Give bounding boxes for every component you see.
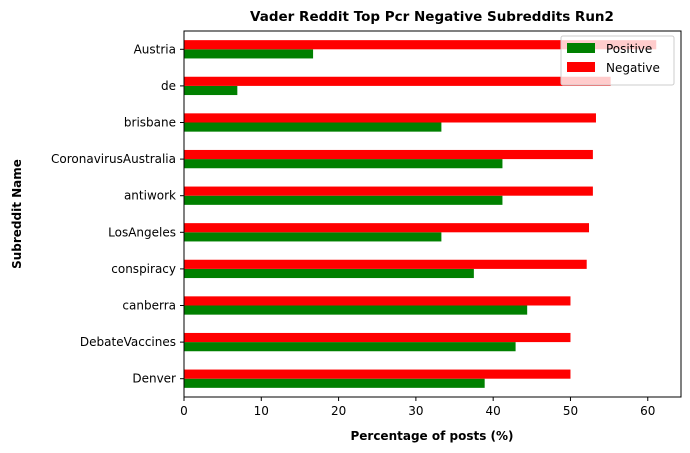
bar-positive-debatevaccines [184,342,516,352]
legend-label-positive: Positive [606,42,652,56]
x-tick-label: 20 [331,404,346,418]
y-tick-label: Denver [132,372,176,386]
bars-group [184,40,657,388]
bar-negative-antiwork [184,186,593,196]
bar-positive-austria [184,49,314,59]
bar-positive-de [184,85,238,96]
x-tick-label: 50 [563,404,578,418]
bar-negative-debatevaccines [184,332,571,343]
bar-negative-denver [184,369,571,379]
bar-positive-brisbane [184,122,442,132]
y-axis-label: Subreddit Name [10,159,24,269]
x-axis-label: Percentage of posts (%) [350,429,513,443]
y-tick-label: canberra [122,299,176,313]
y-tick-label: CoronavirusAustralia [51,152,176,166]
bar-positive-coronavirusaustralia [184,159,503,169]
bar-negative-losangeles [184,223,590,233]
bar-positive-antiwork [184,195,503,205]
y-tick-label: DebateVaccines [80,335,176,349]
y-tick-label: LosAngeles [108,225,176,239]
x-axis: 0 10 20 30 40 50 60 [180,397,655,418]
y-tick-label: de [161,79,176,93]
y-tick-label: Austria [134,42,176,56]
x-tick-label: 60 [640,404,655,418]
legend-swatch-negative [567,62,595,72]
bar-negative-canberra [184,296,571,306]
chart-title: Vader Reddit Top Pcr Negative Subreddits… [250,9,614,25]
bar-positive-conspiracy [184,268,474,279]
y-tick-label: brisbane [124,116,176,130]
x-tick-label: 30 [408,404,423,418]
bar-positive-losangeles [184,232,442,242]
bar-negative-austria [184,40,657,50]
x-tick-label: 0 [180,404,188,418]
y-tick-label: antiwork [124,189,176,203]
y-tick-label: conspiracy [111,262,176,276]
plot-area-frame [183,30,682,398]
bar-negative-de [184,76,611,86]
x-tick-label: 10 [254,404,269,418]
legend-swatch-positive [567,43,595,53]
x-tick-label: 40 [486,404,501,418]
y-axis: Austria de brisbane CoronavirusAustralia ant… [51,42,184,386]
bar-positive-canberra [184,305,528,315]
bar-negative-brisbane [184,113,596,123]
legend-label-negative: Negative [606,61,660,75]
bar-positive-denver [184,378,485,388]
bar-negative-conspiracy [184,259,587,269]
legend: Positive Negative [560,35,675,86]
bar-negative-coronavirusaustralia [184,149,593,160]
